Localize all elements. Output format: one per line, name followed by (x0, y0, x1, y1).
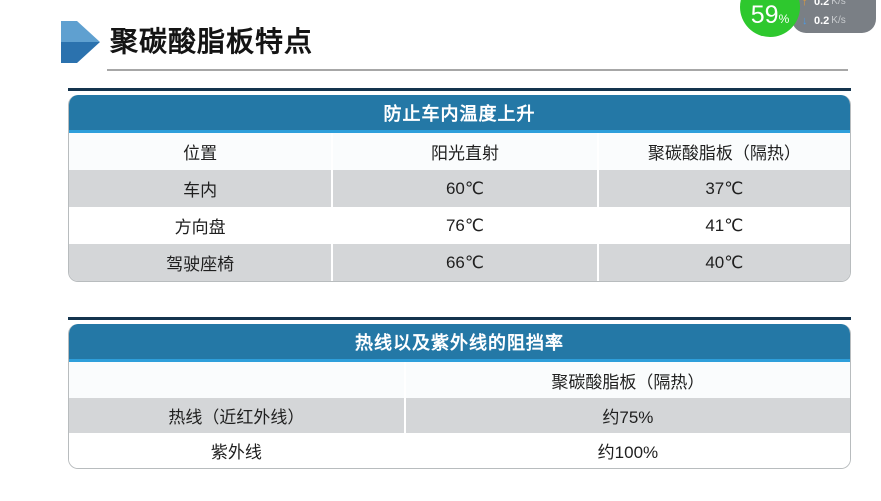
blocking-rate-table-card: 热线以及紫外线的阻挡率 聚碳酸脂板（隔热） 热线（近红外线） 约75% 紫外线 … (68, 324, 851, 469)
download-speed-value: 0.2 (814, 14, 830, 27)
download-speed-unit: K/s (831, 15, 846, 26)
upload-speed-row: ↑ 0.2 K/s (802, 0, 868, 11)
table-cell: 40℃ (596, 244, 850, 281)
percentage-badge[interactable]: 59% (740, 0, 800, 37)
table-cell: 约100% (403, 433, 850, 468)
table-cell: 37℃ (596, 170, 850, 207)
percentage-value: 59% (750, 1, 790, 29)
table-top-accent-line (68, 88, 851, 91)
download-speed-row: ↓ 0.2 K/s (802, 11, 868, 30)
network-speed-pill[interactable]: ↑ 0.2 K/s ↓ 0.2 K/s (792, 0, 876, 33)
table-cell: 驾驶座椅 (69, 244, 333, 281)
table-row: 方向盘 76℃ 41℃ (69, 207, 850, 244)
column-header: 聚碳酸脂板（隔热） (596, 133, 850, 170)
column-header: 位置 (69, 133, 333, 170)
blocking-rate-table: 聚碳酸脂板（隔热） 热线（近红外线） 约75% 紫外线 约100% (69, 362, 850, 468)
table-cell: 热线（近红外线） (69, 398, 405, 433)
table-header-row: 聚碳酸脂板（隔热） (69, 362, 850, 398)
table-cell: 约75% (403, 398, 850, 433)
temperature-table: 位置 阳光直射 聚碳酸脂板（隔热） 车内 60℃ 37℃ 方向盘 76℃ 41℃ (69, 133, 850, 281)
column-header: 聚碳酸脂板（隔热） (403, 362, 850, 398)
download-arrow-icon: ↓ (802, 14, 808, 27)
percent-symbol: % (778, 12, 790, 26)
temperature-table-title: 防止车内温度上升 (69, 95, 850, 133)
column-header (69, 362, 405, 398)
page-header: 聚碳酸脂板特点 (60, 20, 313, 64)
chevron-right-icon (61, 21, 100, 63)
table-header-row: 位置 阳光直射 聚碳酸脂板（隔热） (69, 133, 850, 170)
table-row: 紫外线 约100% (69, 433, 850, 468)
table-cell: 60℃ (331, 170, 598, 207)
temperature-table-card: 防止车内温度上升 位置 阳光直射 聚碳酸脂板（隔热） 车内 60℃ 37℃ (68, 95, 851, 282)
title-underline (107, 69, 848, 71)
table-row: 驾驶座椅 66℃ 40℃ (69, 244, 850, 281)
temperature-table-section: 防止车内温度上升 位置 阳光直射 聚碳酸脂板（隔热） 车内 60℃ 37℃ (68, 88, 851, 282)
blocking-rate-table-title: 热线以及紫外线的阻挡率 (69, 324, 850, 362)
table-cell: 41℃ (596, 207, 850, 244)
table-top-accent-line (68, 317, 851, 320)
table-cell: 66℃ (331, 244, 598, 281)
table-cell: 76℃ (331, 207, 598, 244)
upload-speed-unit: K/s (831, 0, 846, 7)
blocking-rate-table-section: 热线以及紫外线的阻挡率 聚碳酸脂板（隔热） 热线（近红外线） 约75% 紫外线 … (68, 317, 851, 469)
table-cell: 紫外线 (69, 433, 405, 468)
table-row: 热线（近红外线） 约75% (69, 398, 850, 433)
upload-arrow-icon: ↑ (802, 0, 808, 8)
table-row: 车内 60℃ 37℃ (69, 170, 850, 207)
column-header: 阳光直射 (331, 133, 598, 170)
table-cell: 车内 (69, 170, 333, 207)
table-cell: 方向盘 (69, 207, 333, 244)
upload-speed-value: 0.2 (814, 0, 830, 8)
page-title: 聚碳酸脂板特点 (110, 26, 314, 57)
